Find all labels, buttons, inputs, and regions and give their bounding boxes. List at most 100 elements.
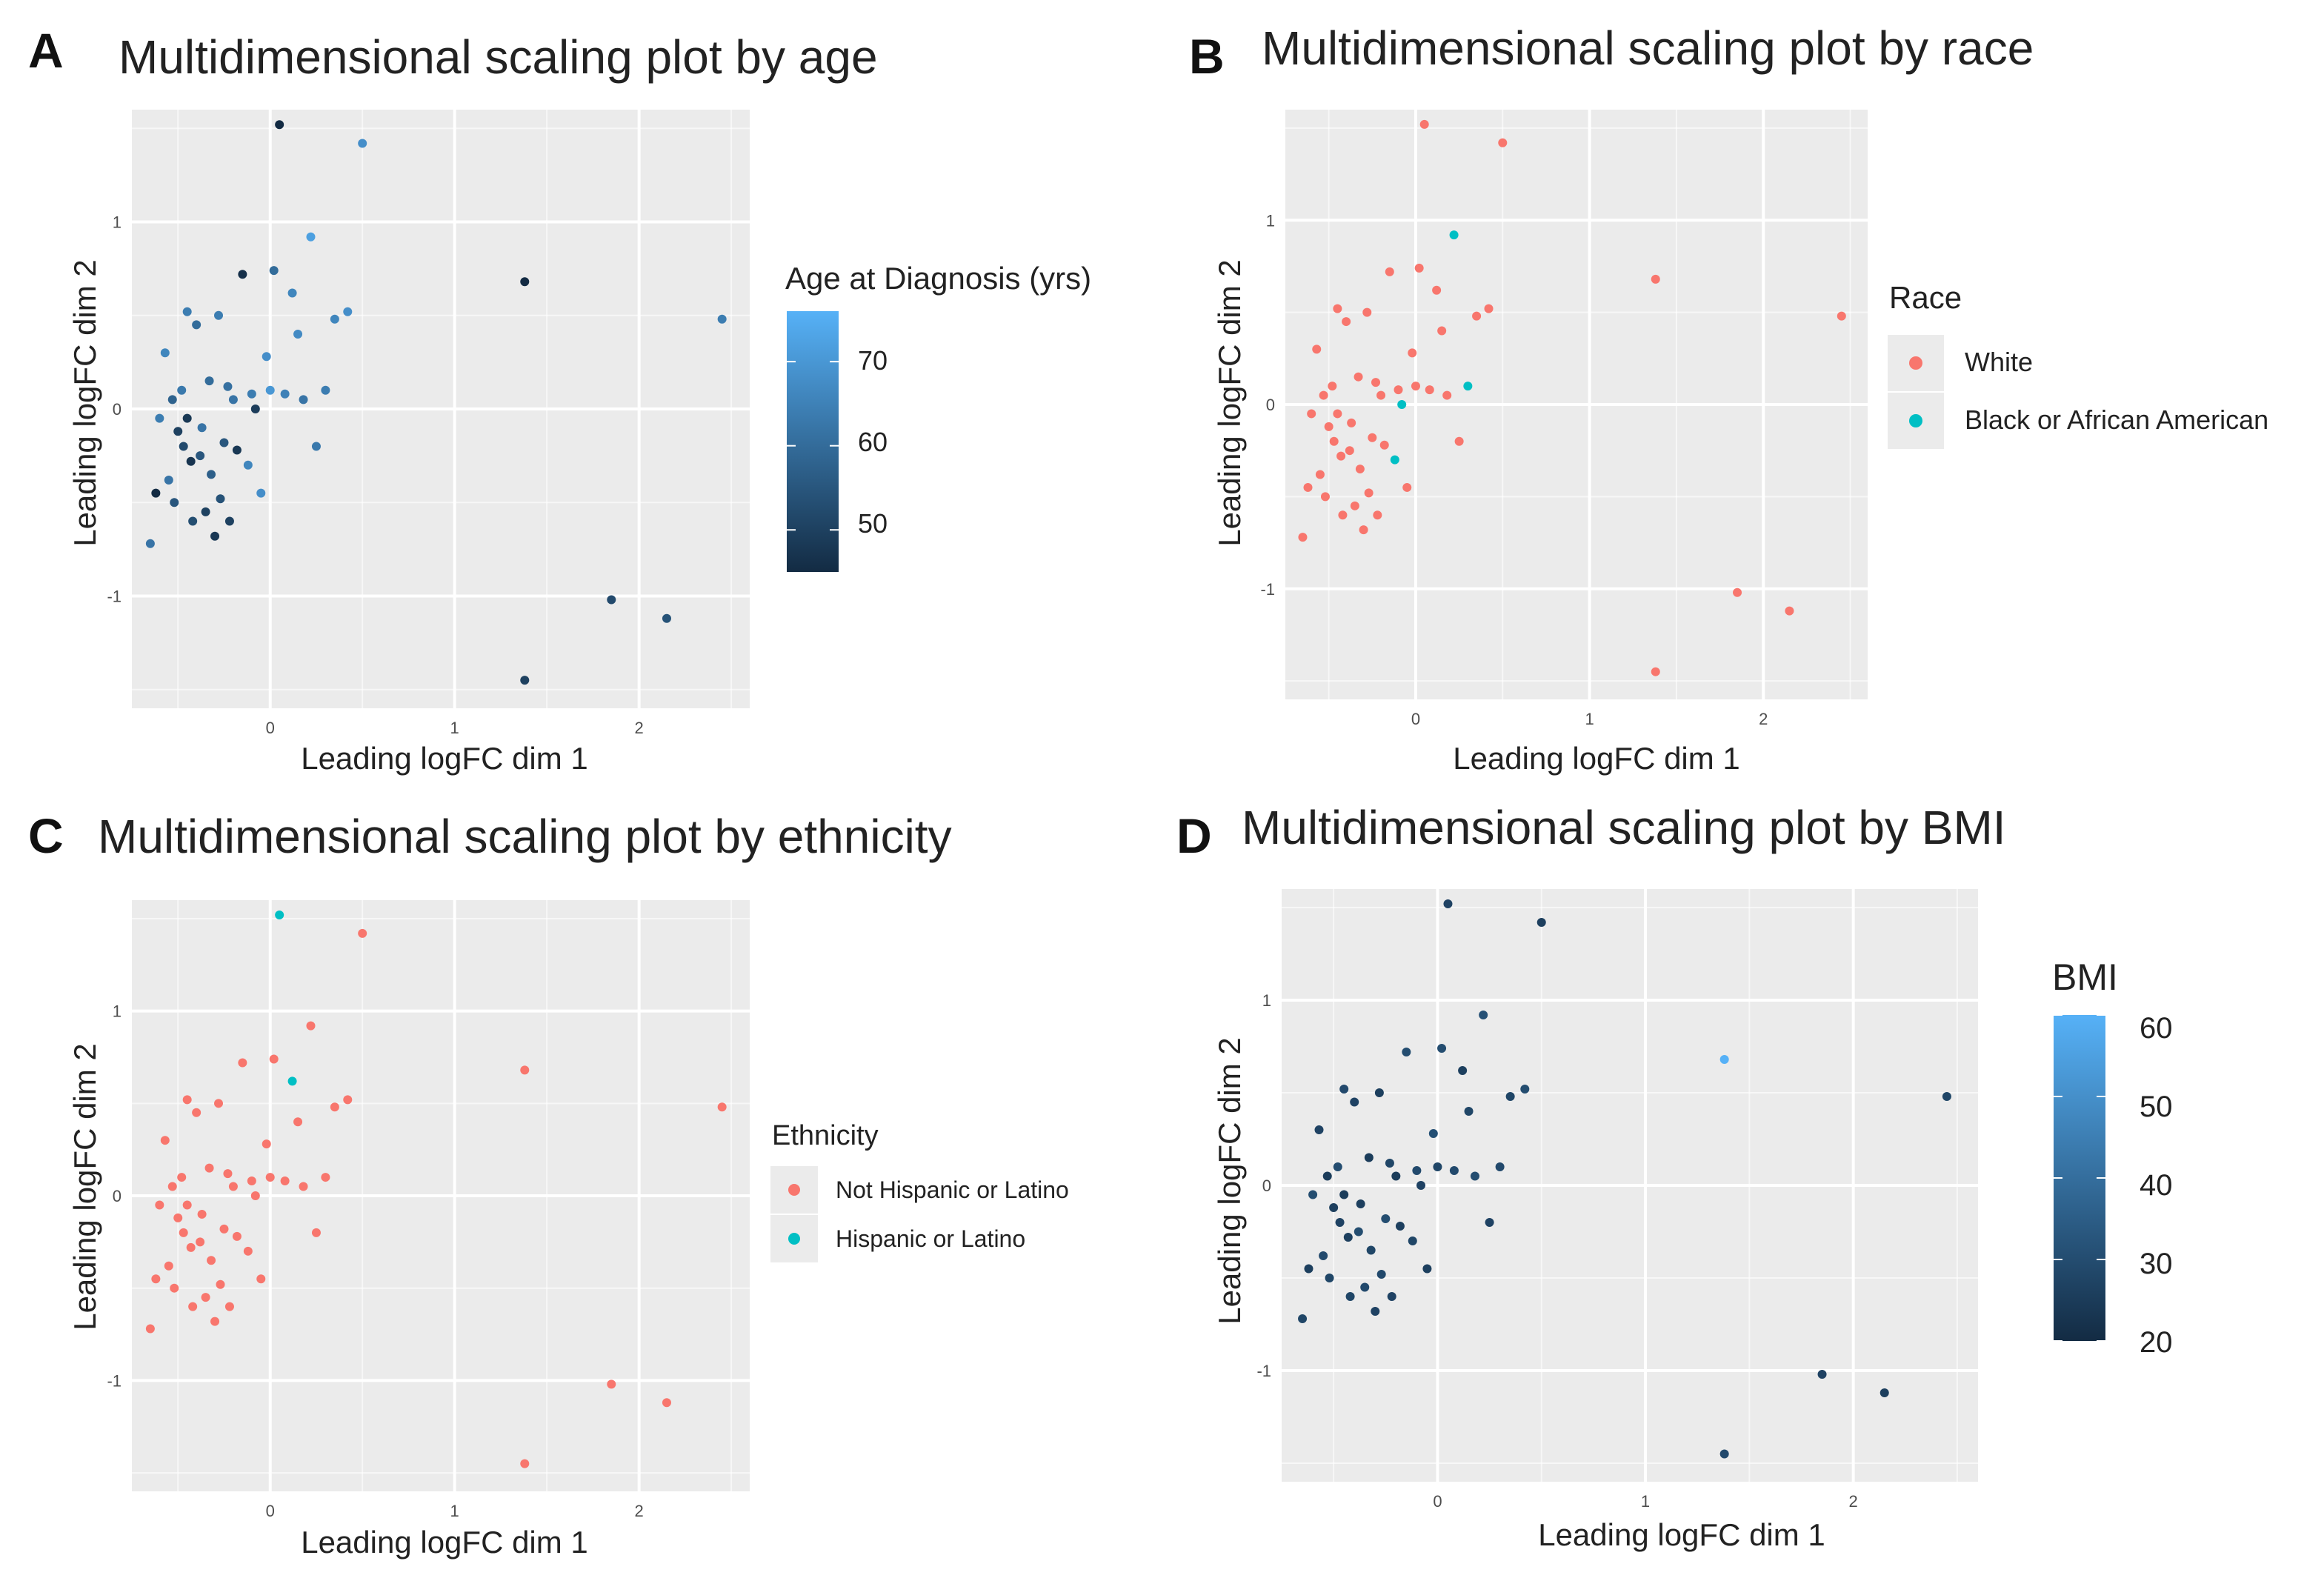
data-point-b: [1425, 385, 1434, 395]
data-point-d: [1464, 1107, 1474, 1116]
data-point-c: [179, 1228, 188, 1237]
data-point-b: [1350, 501, 1359, 510]
data-point-a: [188, 516, 198, 526]
y-tick-label-d: 0: [1262, 1176, 1271, 1195]
data-point-c: [520, 1065, 530, 1075]
data-point-a: [520, 277, 530, 287]
data-point-d: [1322, 1171, 1332, 1181]
data-point-c: [182, 1200, 192, 1210]
data-point-b: [1484, 304, 1494, 313]
legend-dot-white: [1909, 356, 1922, 370]
data-point-b: [1373, 510, 1382, 520]
data-point-d: [1416, 1181, 1425, 1190]
data-point-a: [179, 442, 188, 451]
y-tick-label-d: 1: [1262, 991, 1271, 1010]
y-tick-label-c: 0: [113, 1187, 121, 1205]
data-point-a: [717, 314, 727, 324]
data-point-a: [250, 405, 260, 413]
data-point-b: [1432, 285, 1442, 295]
data-point-b: [1329, 436, 1339, 446]
data-point-c: [201, 1293, 210, 1302]
data-point-d: [1942, 1092, 1951, 1101]
data-point-c: [186, 1242, 196, 1252]
y-tick-label-a: 0: [113, 400, 121, 419]
data-point-c: [269, 1054, 279, 1064]
data-point-c: [311, 1228, 321, 1237]
data-point-b: [1394, 385, 1403, 395]
y-tick-label-c: -1: [107, 1371, 121, 1390]
data-point-b: [1463, 382, 1473, 391]
data-point-c: [188, 1302, 198, 1311]
y-tick-label-a: -1: [107, 588, 121, 606]
data-point-d: [1443, 899, 1453, 908]
data-point-b: [1328, 382, 1337, 391]
data-point-c: [280, 1176, 290, 1186]
data-point-d: [1304, 1264, 1314, 1274]
data-point-b: [1324, 422, 1334, 431]
data-point-b: [1376, 390, 1386, 400]
data-point-c: [219, 1224, 229, 1234]
cbar-tick-d-60: 60: [2140, 1012, 2173, 1045]
data-point-a: [201, 507, 210, 516]
legend-label-hispanic: Hispanic or Latino: [836, 1225, 1026, 1252]
data-point-c: [238, 1058, 247, 1068]
data-point-c: [204, 1163, 214, 1173]
x-tick-label-c: 1: [450, 1502, 459, 1520]
data-point-d: [1329, 1203, 1339, 1212]
data-point-a: [219, 438, 229, 447]
data-point-d: [1308, 1190, 1318, 1199]
x-axis-label-d: Leading logFC dim 1: [1538, 1517, 1825, 1552]
cbar-tick-d-40: 40: [2140, 1169, 2173, 1202]
data-point-d: [1520, 1085, 1530, 1094]
data-point-b: [1362, 307, 1372, 317]
data-point-c: [520, 1459, 530, 1468]
data-point-a: [223, 382, 233, 391]
data-point-a: [167, 395, 177, 405]
data-point-d: [1376, 1270, 1386, 1279]
data-point-b: [1411, 382, 1420, 391]
data-point-a: [151, 488, 161, 498]
data-point-a: [216, 494, 225, 504]
x-tick-label-d: 0: [1433, 1492, 1442, 1511]
data-point-d: [1339, 1085, 1349, 1094]
panel-title-d: Multidimensional scaling plot by BMI: [1242, 801, 2006, 854]
data-point-d: [1335, 1218, 1345, 1227]
legend-title-d: BMI: [2052, 956, 2118, 998]
data-point-b: [1419, 119, 1429, 129]
data-point-d: [1879, 1388, 1889, 1397]
data-point-b: [1651, 274, 1660, 284]
data-point-b: [1345, 446, 1354, 456]
data-point-d: [1350, 1097, 1359, 1107]
data-point-d: [1449, 1166, 1459, 1175]
data-point-c: [224, 1302, 234, 1311]
panel-title-c: Multidimensional scaling plot by ethnici…: [98, 810, 952, 863]
data-point-a: [358, 139, 367, 148]
cbar-tick-d-20: 20: [2140, 1326, 2173, 1359]
data-point-d: [1505, 1092, 1515, 1101]
data-point-a: [269, 266, 279, 276]
data-point-d: [1536, 918, 1546, 927]
cbar-tick-a-70: 70: [858, 345, 888, 376]
data-point-a: [256, 488, 266, 498]
legend-label-white: White: [1965, 347, 2034, 377]
data-point-a: [293, 330, 303, 339]
data-point-b: [1298, 533, 1308, 542]
data-point-a: [343, 307, 353, 316]
data-point-b: [1437, 326, 1447, 336]
data-point-b: [1390, 455, 1399, 465]
data-point-a: [197, 423, 207, 433]
data-point-c: [214, 1099, 224, 1108]
data-point-b: [1303, 482, 1313, 492]
data-point-c: [306, 1021, 316, 1031]
data-point-d: [1364, 1153, 1374, 1162]
data-point-a: [164, 475, 173, 485]
data-point-a: [207, 470, 216, 479]
data-point-b: [1472, 311, 1482, 321]
data-point-b: [1402, 482, 1412, 492]
data-point-a: [228, 395, 238, 405]
x-tick-label-b: 1: [1585, 710, 1594, 728]
data-point-d: [1298, 1314, 1308, 1323]
data-point-a: [224, 516, 234, 526]
data-point-a: [204, 376, 214, 386]
data-point-a: [321, 385, 330, 395]
